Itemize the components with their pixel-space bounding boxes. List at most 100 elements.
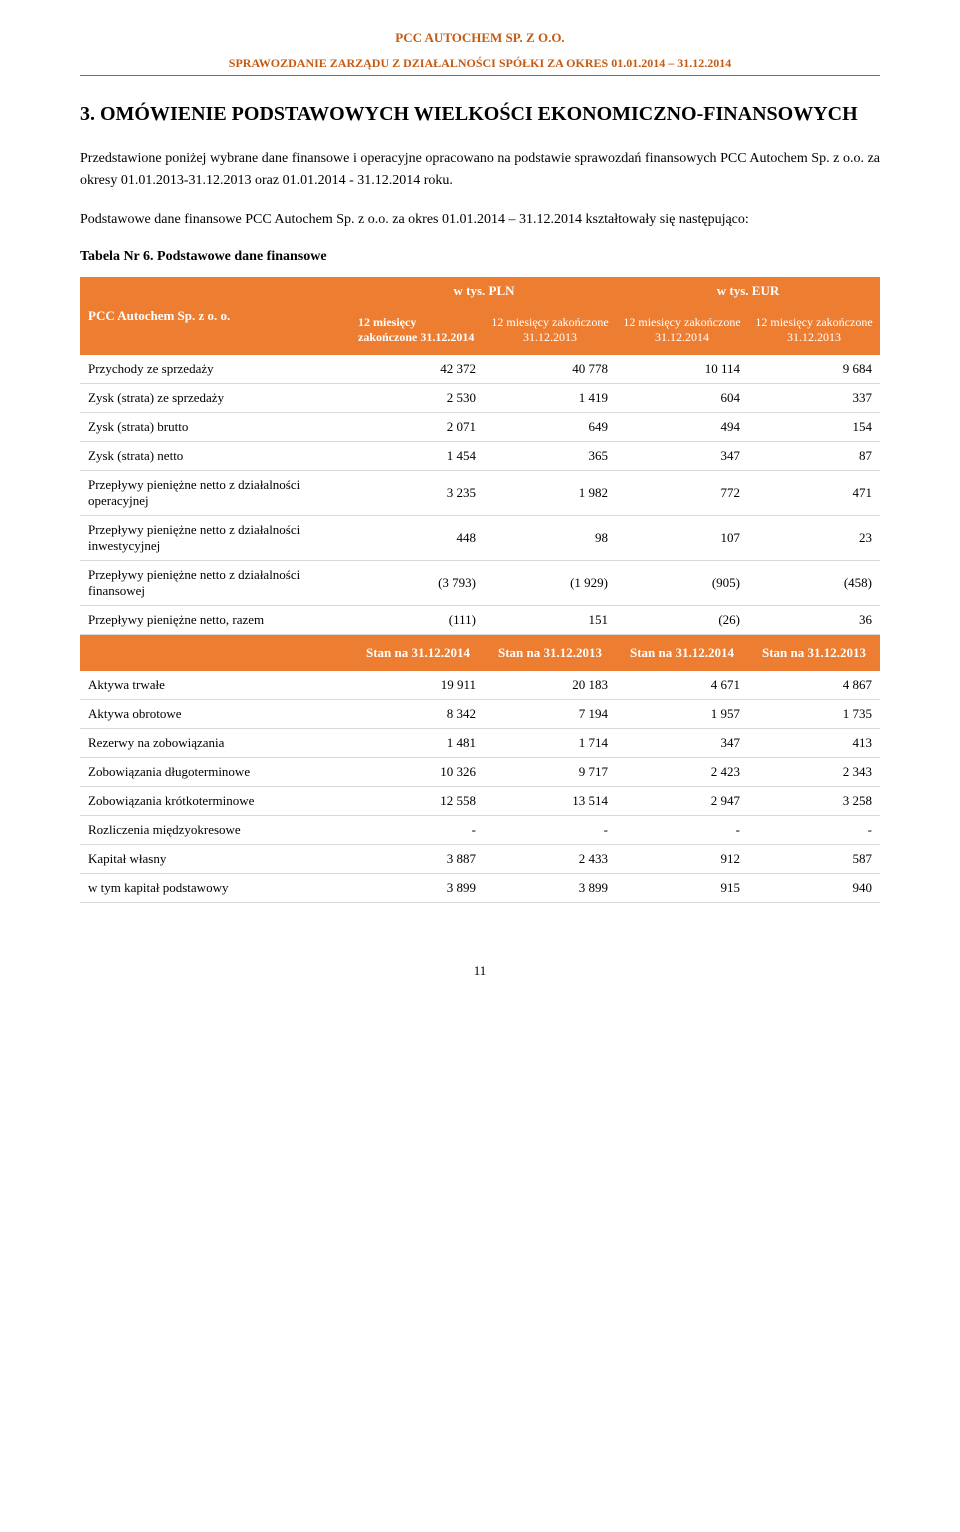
row-value: 9 684 <box>748 355 880 384</box>
row-value: 3 235 <box>352 471 484 516</box>
row-value: 8 342 <box>352 700 484 729</box>
row-value: 2 530 <box>352 384 484 413</box>
paragraph-1: Przedstawione poniżej wybrane dane finan… <box>80 148 880 193</box>
row-value: 12 558 <box>352 787 484 816</box>
row-label: Zysk (strata) ze sprzedaży <box>80 384 352 413</box>
row-value: 23 <box>748 516 880 561</box>
row-value: 448 <box>352 516 484 561</box>
row-value: 2 947 <box>616 787 748 816</box>
paragraph-2: Podstawowe dane finansowe PCC Autochem S… <box>80 209 880 231</box>
row-label: Zysk (strata) brutto <box>80 413 352 442</box>
col-header-3: 12 miesięcy zakończone 31.12.2014 <box>616 305 748 355</box>
row-value: 3 258 <box>748 787 880 816</box>
row-value: 494 <box>616 413 748 442</box>
row-value: 604 <box>616 384 748 413</box>
mid-header-cell: Stan na 31.12.2014 <box>352 635 484 672</box>
row-label: Przepływy pieniężne netto, razem <box>80 606 352 635</box>
row-value: (3 793) <box>352 561 484 606</box>
row-value: 1 714 <box>484 729 616 758</box>
table-caption: Tabela Nr 6. Podstawowe dane finansowe <box>80 249 880 265</box>
row-value: 3 899 <box>352 874 484 903</box>
row-value: 7 194 <box>484 700 616 729</box>
row-label: Rozliczenia międzyokresowe <box>80 816 352 845</box>
row-value: 2 071 <box>352 413 484 442</box>
row-value: (1 929) <box>484 561 616 606</box>
row-value: 347 <box>616 729 748 758</box>
row-value: 587 <box>748 845 880 874</box>
row-value: 4 867 <box>748 671 880 700</box>
row-value: 772 <box>616 471 748 516</box>
row-value: 154 <box>748 413 880 442</box>
row-value: 98 <box>484 516 616 561</box>
row-value: 413 <box>748 729 880 758</box>
row-header-label: PCC Autochem Sp. z o. o. <box>80 277 352 355</box>
row-label: Zysk (strata) netto <box>80 442 352 471</box>
mid-header-cell: Stan na 31.12.2013 <box>748 635 880 672</box>
row-value: 940 <box>748 874 880 903</box>
table-row: Zysk (strata) netto1 45436534787 <box>80 442 880 471</box>
row-value: 4 671 <box>616 671 748 700</box>
row-value: 20 183 <box>484 671 616 700</box>
header-report-title: SPRAWOZDANIE ZARZĄDU Z DZIAŁALNOŚCI SPÓŁ… <box>80 56 880 76</box>
table-row: Przepływy pieniężne netto z działalności… <box>80 561 880 606</box>
table-mid-header-row: Stan na 31.12.2014Stan na 31.12.2013Stan… <box>80 635 880 672</box>
mid-header-cell: Stan na 31.12.2014 <box>616 635 748 672</box>
row-label: Przepływy pieniężne netto z działalności… <box>80 561 352 606</box>
row-value: (458) <box>748 561 880 606</box>
row-label: Zobowiązania krótkoterminowe <box>80 787 352 816</box>
row-value: 151 <box>484 606 616 635</box>
row-value: - <box>484 816 616 845</box>
row-value: (905) <box>616 561 748 606</box>
table-row: Przepływy pieniężne netto, razem(111)151… <box>80 606 880 635</box>
row-value: 10 114 <box>616 355 748 384</box>
row-value: - <box>748 816 880 845</box>
table-row: Kapitał własny3 8872 433912587 <box>80 845 880 874</box>
row-value: 87 <box>748 442 880 471</box>
row-value: - <box>352 816 484 845</box>
table-row: w tym kapitał podstawowy3 8993 899915940 <box>80 874 880 903</box>
col-header-2: 12 miesięcy zakończone 31.12.2013 <box>484 305 616 355</box>
row-value: 10 326 <box>352 758 484 787</box>
row-label: Aktywa obrotowe <box>80 700 352 729</box>
table-row: Zysk (strata) ze sprzedaży2 5301 4196043… <box>80 384 880 413</box>
row-value: 649 <box>484 413 616 442</box>
row-label: Przychody ze sprzedaży <box>80 355 352 384</box>
currency-pln-header: w tys. PLN <box>352 277 616 305</box>
row-value: - <box>616 816 748 845</box>
row-value: 1 982 <box>484 471 616 516</box>
row-label: Przepływy pieniężne netto z działalności… <box>80 516 352 561</box>
row-value: 2 423 <box>616 758 748 787</box>
page: PCC AUTOCHEM SP. Z O.O. SPRAWOZDANIE ZAR… <box>0 0 960 1029</box>
row-value: 1 735 <box>748 700 880 729</box>
row-label: Przepływy pieniężne netto z działalności… <box>80 471 352 516</box>
table-header-currency-row: PCC Autochem Sp. z o. o. w tys. PLN w ty… <box>80 277 880 305</box>
row-value: 1 481 <box>352 729 484 758</box>
table-body: Przychody ze sprzedaży42 37240 77810 114… <box>80 355 880 903</box>
row-value: 107 <box>616 516 748 561</box>
row-value: 365 <box>484 442 616 471</box>
row-value: 2 343 <box>748 758 880 787</box>
row-value: 337 <box>748 384 880 413</box>
table-row: Aktywa trwałe19 91120 1834 6714 867 <box>80 671 880 700</box>
row-value: 19 911 <box>352 671 484 700</box>
row-value: 912 <box>616 845 748 874</box>
section-title: 3. OMÓWIENIE PODSTAWOWYCH WIELKOŚCI EKON… <box>80 100 880 128</box>
row-value: 40 778 <box>484 355 616 384</box>
mid-header-cell <box>80 635 352 672</box>
col-header-1: 12 miesięcy zakończone 31.12.2014 <box>352 305 484 355</box>
row-value: 2 433 <box>484 845 616 874</box>
row-value: 3 899 <box>484 874 616 903</box>
row-value: 1 454 <box>352 442 484 471</box>
table-row: Zobowiązania długoterminowe10 3269 7172 … <box>80 758 880 787</box>
currency-eur-header: w tys. EUR <box>616 277 880 305</box>
page-number: 11 <box>80 963 880 979</box>
table-row: Zysk (strata) brutto2 071649494154 <box>80 413 880 442</box>
row-value: 471 <box>748 471 880 516</box>
table-row: Przychody ze sprzedaży42 37240 77810 114… <box>80 355 880 384</box>
row-label: Kapitał własny <box>80 845 352 874</box>
row-value: 13 514 <box>484 787 616 816</box>
row-value: 36 <box>748 606 880 635</box>
row-label: Zobowiązania długoterminowe <box>80 758 352 787</box>
financial-table: PCC Autochem Sp. z o. o. w tys. PLN w ty… <box>80 277 880 903</box>
table-row: Zobowiązania krótkoterminowe12 55813 514… <box>80 787 880 816</box>
